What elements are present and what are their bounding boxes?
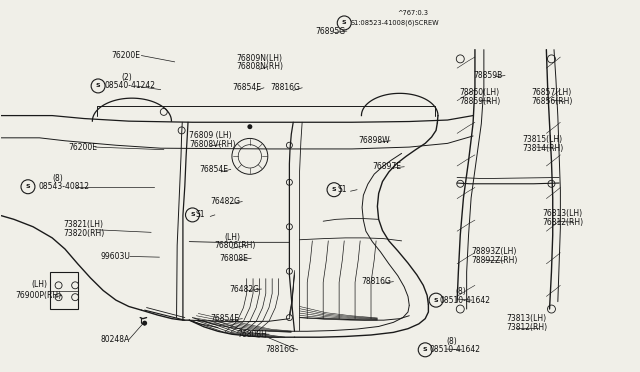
- Text: 73813(LH): 73813(LH): [506, 314, 547, 323]
- Text: S: S: [423, 347, 428, 352]
- Text: 76806(RH): 76806(RH): [215, 241, 256, 250]
- Text: (LH): (LH): [32, 280, 48, 289]
- Text: 08510-41642: 08510-41642: [429, 345, 481, 354]
- Text: 78816G: 78816G: [362, 277, 391, 286]
- Text: 78860(LH): 78860(LH): [459, 88, 499, 97]
- Text: 08540-41242: 08540-41242: [104, 81, 156, 90]
- Text: 76856(RH): 76856(RH): [532, 97, 573, 106]
- Text: 76808V(RH): 76808V(RH): [189, 140, 236, 149]
- Text: S: S: [342, 20, 346, 25]
- Text: (2): (2): [121, 73, 132, 82]
- Text: 76482G: 76482G: [211, 197, 241, 206]
- Text: 76200E: 76200E: [111, 51, 140, 60]
- Text: (LH): (LH): [225, 232, 241, 242]
- Text: (8): (8): [455, 287, 466, 296]
- Text: S: S: [190, 212, 195, 217]
- Text: (8): (8): [52, 174, 63, 183]
- Text: S1: S1: [338, 185, 348, 194]
- Text: 08510-41642: 08510-41642: [440, 296, 491, 305]
- Text: 76809N(LH): 76809N(LH): [236, 54, 282, 62]
- Text: 76895G: 76895G: [315, 26, 345, 36]
- Text: 73815(LH): 73815(LH): [523, 135, 563, 144]
- Circle shape: [248, 124, 252, 129]
- Text: S1:08523-41008(6)SCREW: S1:08523-41008(6)SCREW: [351, 20, 439, 26]
- Text: 76854E: 76854E: [199, 165, 228, 174]
- Text: 76808E: 76808E: [220, 254, 248, 263]
- Text: 76898W: 76898W: [358, 136, 390, 145]
- Text: 76808N(RH): 76808N(RH): [236, 62, 283, 71]
- Text: 78859(RH): 78859(RH): [459, 97, 500, 106]
- Text: 76854E: 76854E: [232, 83, 261, 92]
- Text: 76482G: 76482G: [230, 285, 259, 294]
- Text: 76200E: 76200E: [68, 142, 97, 151]
- Text: 76808H: 76808H: [237, 330, 267, 339]
- Text: 73820(RH): 73820(RH): [64, 229, 105, 238]
- Text: 73821(LH): 73821(LH): [64, 221, 104, 230]
- Text: 76897E: 76897E: [372, 162, 401, 171]
- Text: S: S: [434, 298, 438, 303]
- Text: S: S: [332, 187, 337, 192]
- Text: S1: S1: [196, 211, 205, 219]
- Text: 76812(RH): 76812(RH): [542, 218, 583, 227]
- Text: 78859B: 78859B: [473, 71, 502, 80]
- Text: ^767:0.3: ^767:0.3: [398, 10, 429, 16]
- Text: 99603U: 99603U: [100, 252, 130, 261]
- Text: 76900P(RH): 76900P(RH): [15, 291, 61, 300]
- Text: 73814(RH): 73814(RH): [523, 144, 564, 153]
- Text: 76813(LH): 76813(LH): [542, 209, 582, 218]
- Text: 76809 (LH): 76809 (LH): [189, 131, 232, 141]
- Text: 76857(LH): 76857(LH): [532, 88, 572, 97]
- Text: S: S: [26, 184, 30, 189]
- Text: 73812(RH): 73812(RH): [506, 323, 547, 332]
- Text: (8): (8): [446, 337, 457, 346]
- Text: 76854E: 76854E: [211, 314, 239, 323]
- Text: 78816G: 78816G: [266, 345, 296, 354]
- Circle shape: [142, 321, 147, 326]
- Text: 78816G: 78816G: [270, 83, 300, 92]
- Text: 80248A: 80248A: [100, 335, 129, 344]
- Text: 78892Z(RH): 78892Z(RH): [472, 256, 518, 265]
- Text: 08543-40812: 08543-40812: [38, 182, 89, 191]
- Text: 78893Z(LH): 78893Z(LH): [472, 247, 517, 256]
- Text: S: S: [96, 83, 100, 89]
